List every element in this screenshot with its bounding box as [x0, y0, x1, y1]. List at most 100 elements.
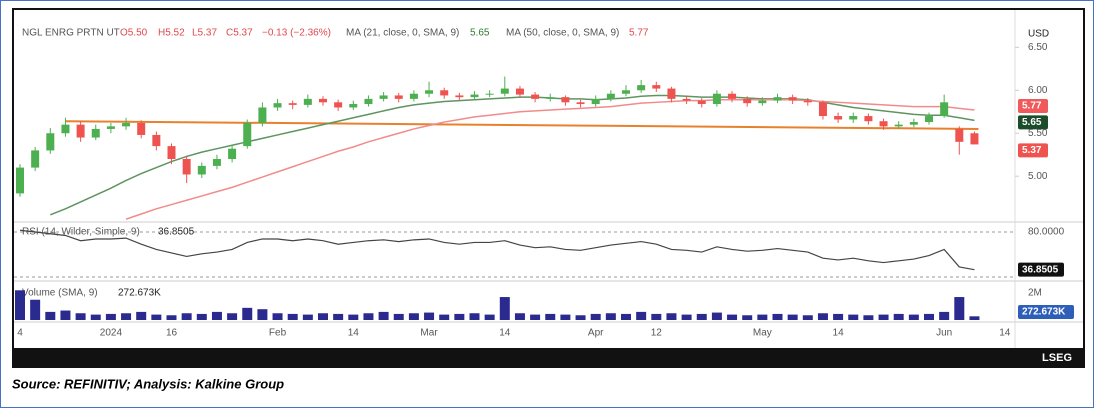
x-tick-label: May: [753, 328, 772, 339]
volume-bar: [742, 315, 753, 320]
candle-body: [940, 102, 949, 117]
volume-bar: [348, 314, 359, 320]
volume-bar: [954, 297, 965, 320]
change: −0.13 (−2.36%): [262, 28, 331, 39]
volume-bar: [318, 313, 328, 320]
ohlc-open: O5.50: [120, 28, 148, 39]
candle-body: [576, 102, 585, 105]
value-badge: [1018, 143, 1048, 158]
candle-body: [273, 103, 282, 108]
value-badge-label: 5.65: [1022, 117, 1042, 128]
candle-body: [485, 93, 494, 95]
volume-bar: [651, 313, 662, 320]
value-badge: [1018, 262, 1064, 277]
volume-bar: [802, 315, 813, 320]
x-tick-label: 16: [166, 328, 178, 339]
candle-body: [182, 159, 191, 175]
value-badge-label: 272.673K: [1022, 307, 1066, 318]
volume-bar: [817, 313, 828, 320]
volume-bar: [893, 313, 904, 320]
candle-body: [622, 90, 630, 94]
candle-body: [652, 85, 661, 89]
y-tick-label: 5.50: [1028, 128, 1048, 139]
value-badge-label: 36.8505: [1022, 264, 1059, 275]
volume-bar: [590, 313, 601, 320]
ohlc-high: H5.52: [158, 28, 185, 39]
candle-body: [834, 116, 843, 120]
volume-bar: [484, 314, 495, 320]
candle-body: [61, 124, 70, 134]
candle-body: [409, 93, 418, 99]
volume-bar: [75, 313, 86, 320]
candle-body: [425, 90, 434, 94]
candle-body: [606, 93, 615, 99]
volume-bar: [560, 314, 571, 320]
volume-bar: [666, 313, 677, 320]
chart-area: [14, 10, 1083, 348]
candle-body: [349, 104, 358, 108]
candle-body: [849, 116, 858, 120]
volume-bar: [514, 313, 525, 320]
candle-body: [697, 100, 706, 105]
value-badge-label: 5.37: [1022, 145, 1042, 156]
volume-value: 272.673K: [118, 288, 161, 299]
volume-bar: [833, 313, 844, 320]
candle-body: [531, 94, 540, 99]
value-badge-label: 5.77: [1022, 101, 1042, 112]
volume-bar: [121, 313, 132, 320]
candle-body: [46, 133, 55, 151]
volume-bar: [621, 313, 631, 320]
ma50-value: 5.77: [629, 28, 649, 39]
ma21-label: MA (21, close, 0, SMA, 9): [346, 28, 459, 39]
volume-bar: [424, 312, 435, 320]
candle-body: [212, 159, 221, 166]
candle-body: [394, 95, 403, 99]
ohlc-low: L5.37: [192, 28, 217, 39]
volume-bar: [242, 307, 253, 320]
candle-body: [909, 122, 918, 125]
volume-bar: [439, 314, 450, 320]
volume-bar: [60, 310, 71, 320]
candle-body: [455, 95, 464, 98]
candle-body: [970, 133, 979, 145]
x-tick-label: Jun: [936, 328, 952, 339]
candle-body: [682, 98, 691, 101]
volume-bar: [181, 313, 192, 320]
volume-bar: [15, 290, 25, 320]
candle-body: [288, 103, 297, 105]
volume-bar: [605, 313, 616, 320]
volume-bar: [969, 316, 980, 320]
value-badge: [1018, 115, 1048, 130]
candle-body: [137, 122, 146, 135]
x-tick-label: 14: [999, 328, 1011, 339]
candle-body: [243, 122, 252, 147]
candle-body: [712, 93, 721, 105]
trendline: [65, 120, 979, 130]
volume-bar: [45, 311, 56, 320]
x-tick-label: 14: [499, 328, 511, 339]
volume-bar: [393, 313, 404, 320]
candle-body: [803, 100, 812, 103]
candle-body: [561, 97, 570, 103]
y-tick-label: 6.00: [1028, 85, 1048, 96]
volume-bar: [105, 313, 116, 320]
volume-bar: [787, 314, 798, 320]
candle-body: [258, 107, 267, 123]
rsi-line: [19, 229, 975, 271]
candle-body: [667, 88, 676, 99]
axis-unit: USD: [1028, 29, 1049, 40]
volume-bar: [575, 315, 586, 320]
volume-bar: [878, 314, 889, 320]
candle-body: [228, 148, 237, 160]
x-tick-label: Feb: [269, 328, 287, 339]
candle-body: [303, 98, 312, 105]
candle-body: [379, 95, 388, 99]
volume-bar: [469, 313, 480, 320]
candle-body: [637, 85, 646, 91]
volume-bar: [924, 313, 934, 320]
y-tick-label: 6.50: [1028, 42, 1048, 53]
symbol: NGL ENRG PRTN UT: [22, 28, 120, 39]
value-badge: [1018, 99, 1048, 114]
volume-bar: [848, 314, 859, 320]
